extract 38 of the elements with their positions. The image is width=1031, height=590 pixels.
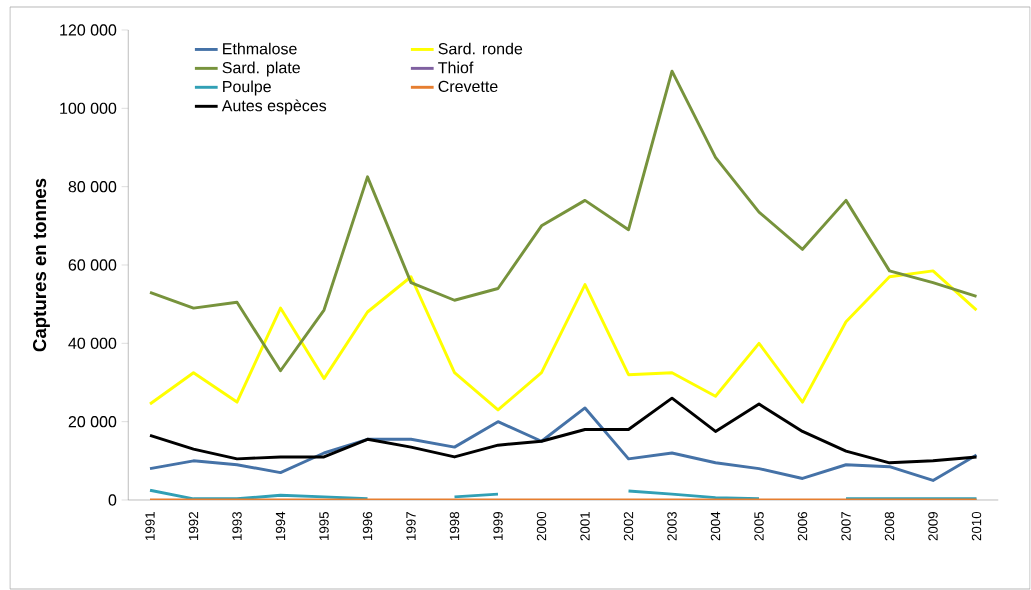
x-tick-label: 2000 — [536, 511, 547, 541]
legend-label: Ethmalose — [223, 42, 297, 55]
x-tick-label: 1995 — [319, 511, 329, 541]
line-series — [148, 269, 978, 412]
x-tick-label: 1996 — [362, 511, 373, 541]
y-tick-label: 60 000 — [68, 259, 117, 271]
x-tick-label: 2004 — [710, 511, 721, 541]
x-tick-label: 1994 — [275, 511, 286, 541]
y-tick-label: 20 000 — [68, 416, 117, 428]
line-series — [148, 396, 978, 465]
x-tick-label: 1999 — [493, 512, 503, 541]
x-tick-label: 1991 — [145, 512, 155, 541]
x-tick-label: 1993 — [232, 511, 242, 541]
x-tick-label: 2002 — [623, 512, 634, 541]
x-tick-label: 2001 — [580, 512, 590, 541]
line-series — [148, 406, 978, 482]
x-tick-label: 1997 — [406, 512, 416, 541]
y-tick-label: 40 000 — [68, 337, 117, 349]
x-tick-label: 2007 — [841, 512, 851, 541]
y-axis-title: Captures en tonnes — [32, 178, 50, 352]
x-tick-label: 1992 — [188, 512, 199, 541]
x-tick-label: 2005 — [754, 511, 764, 541]
legend-label: Crevette — [438, 80, 498, 93]
y-tick-label: 80 000 — [68, 181, 117, 193]
legend-label: Autes espèces — [221, 99, 327, 115]
x-tick-label: 2009 — [928, 512, 938, 541]
legend-label: Sard. plate — [222, 61, 300, 77]
x-tick-label: 2010 — [971, 511, 982, 541]
x-tick-label: 2003 — [667, 511, 677, 541]
y-tick-label: 100 000 — [60, 102, 117, 114]
x-tick-label: 1998 — [449, 511, 460, 541]
legend-label: Poulpe — [223, 80, 271, 96]
x-tick-label: 2006 — [797, 511, 808, 541]
x-tick-label: 2008 — [884, 511, 895, 541]
y-tick-label: 120 000 — [60, 24, 117, 36]
legend-label: Sard. ronde — [438, 42, 523, 55]
y-tick-label: 0 — [108, 494, 117, 506]
legend-label: Thiof — [438, 61, 474, 74]
